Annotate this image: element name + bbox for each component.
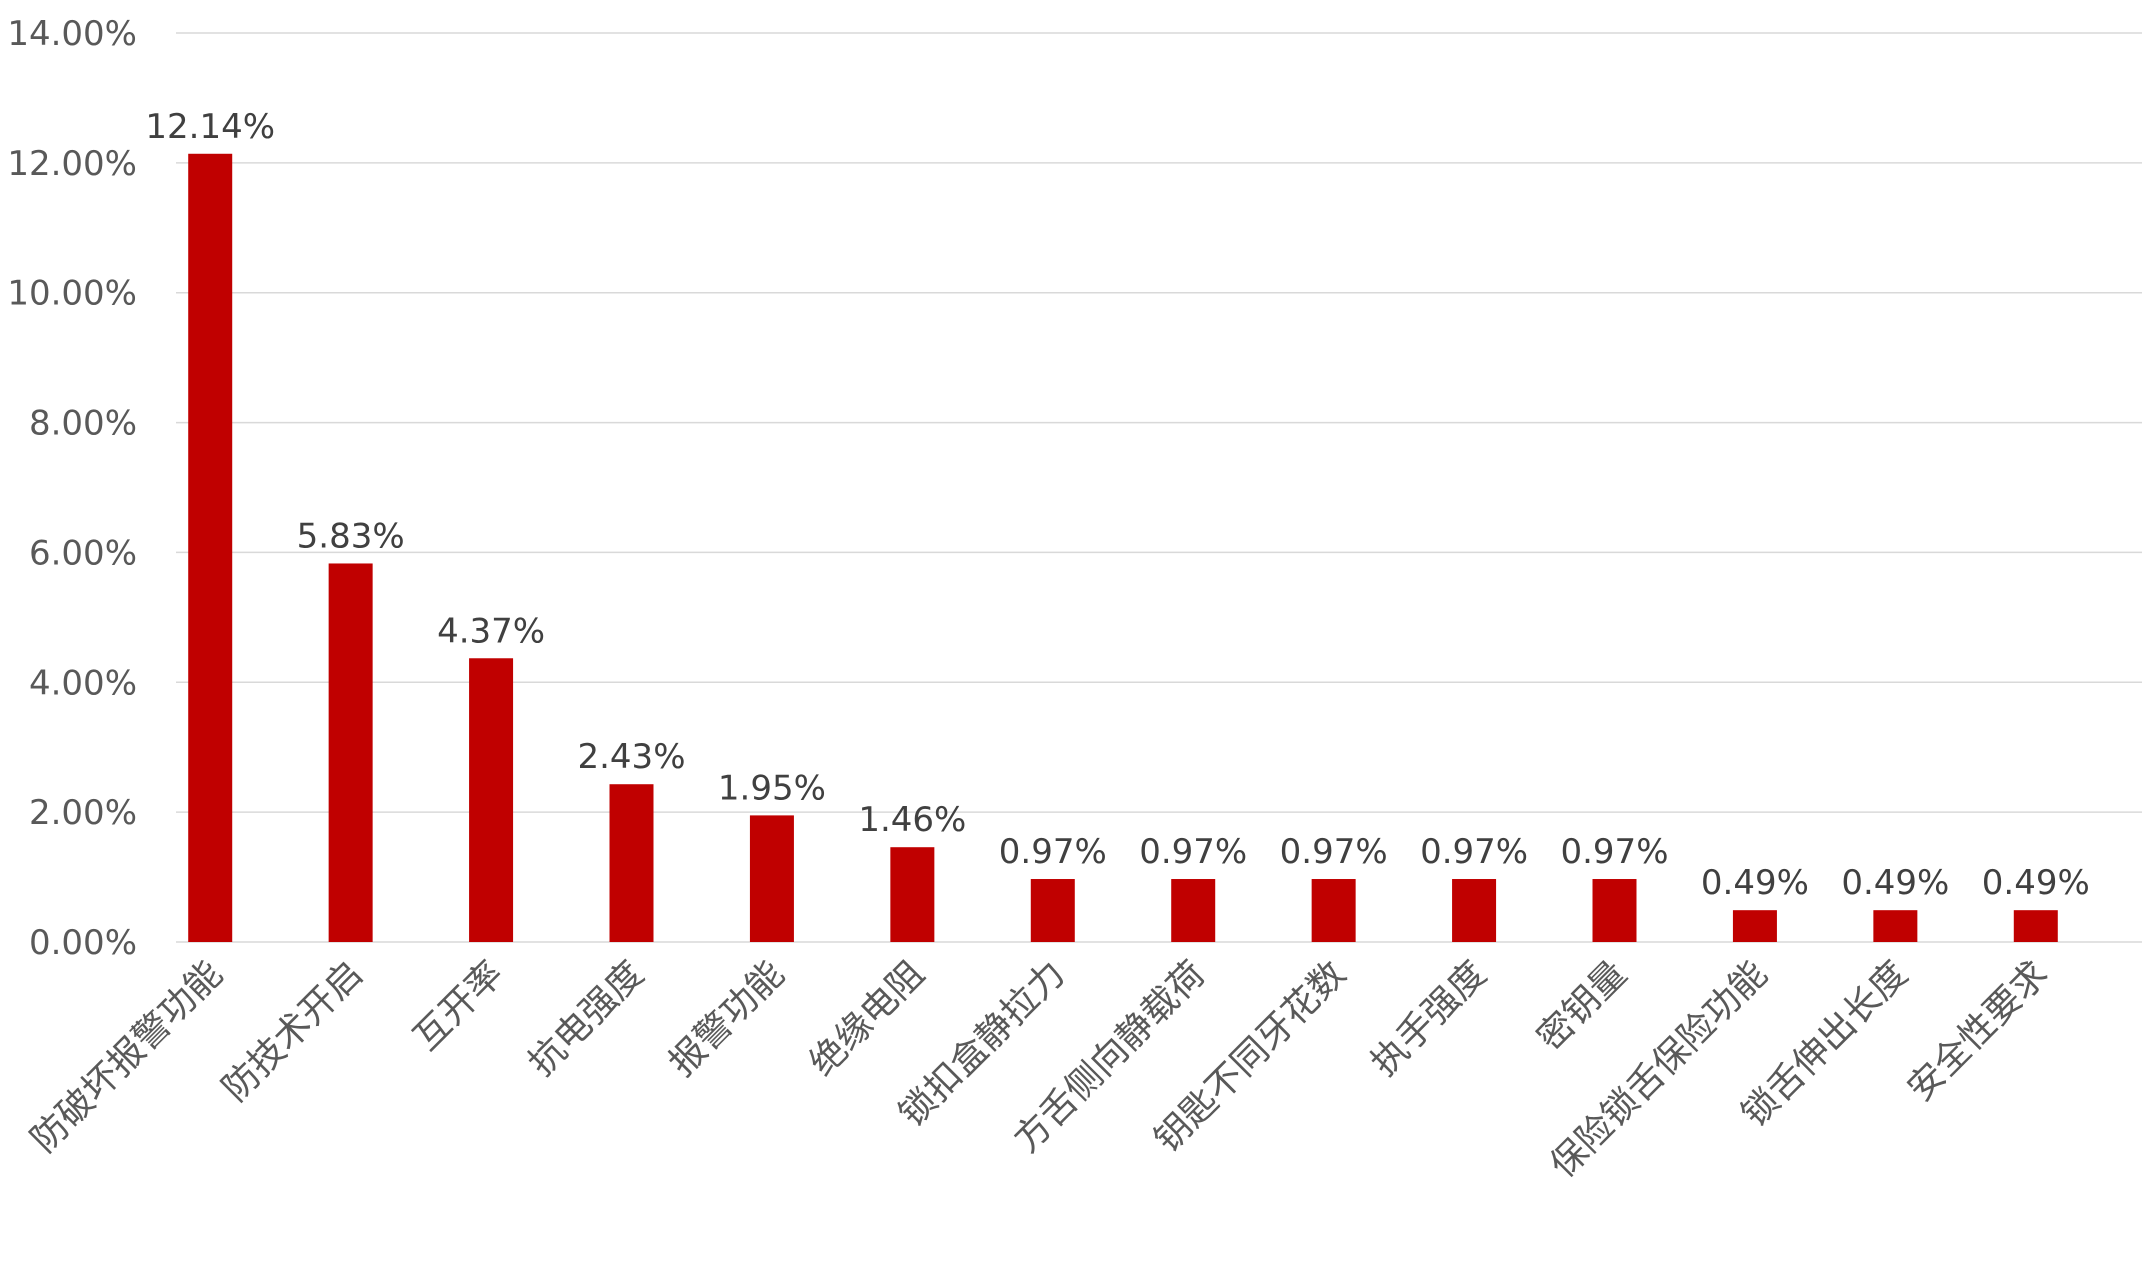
y-tick-label: 10.00% [7, 274, 137, 314]
data-label: 0.49% [1701, 863, 1809, 903]
data-label: 4.37% [437, 611, 545, 651]
x-category-label: 绝缘电阻 [802, 953, 933, 1084]
y-tick-label: 2.00% [29, 793, 137, 833]
bar [1592, 879, 1637, 942]
data-label: 0.97% [1280, 832, 1388, 872]
bar [890, 847, 935, 942]
bar [609, 784, 654, 942]
bars [188, 153, 2058, 942]
data-label: 0.49% [1982, 863, 2090, 903]
x-category-label: 执手强度 [1364, 953, 1495, 1084]
bar [188, 153, 233, 942]
bar [1171, 879, 1216, 942]
bar [1311, 879, 1356, 942]
data-label: 1.46% [858, 800, 966, 840]
data-label: 0.97% [1420, 832, 1528, 872]
data-label: 0.49% [1841, 863, 1949, 903]
bar [1030, 879, 1075, 942]
x-category-label: 抗电强度 [521, 953, 652, 1084]
y-tick-label: 12.00% [7, 144, 137, 184]
y-tick-label: 0.00% [29, 923, 137, 963]
bar [1873, 910, 1918, 942]
x-category-label: 互开率 [406, 953, 511, 1058]
y-tick-label: 8.00% [29, 404, 137, 444]
bar [749, 815, 794, 942]
y-tick-label: 14.00% [7, 14, 137, 54]
bar [2013, 910, 2058, 942]
y-tick-label: 6.00% [29, 533, 137, 573]
data-label: 2.43% [577, 737, 685, 777]
bar [328, 563, 373, 942]
y-tick-label: 4.00% [29, 663, 137, 703]
data-label: 0.97% [999, 832, 1107, 872]
data-labels: 12.14% 5.83% 4.37% 2.43% 1.95% 1.46% 0.97% 0.97… [145, 107, 2089, 903]
x-category-label: 防破坏报警功能 [23, 953, 230, 1160]
x-category-label: 安全性要求 [1900, 953, 2056, 1109]
data-label: 1.95% [718, 768, 826, 808]
data-label: 0.97% [1560, 832, 1668, 872]
data-label: 0.97% [1139, 832, 1247, 872]
y-axis: 0.00% 2.00% 4.00% 6.00% 8.00% 10.00% 12.00% 14.… [7, 14, 137, 963]
data-label: 5.83% [297, 516, 405, 556]
data-label: 12.14% [145, 107, 275, 147]
bar [1452, 879, 1497, 942]
bar [1732, 910, 1777, 942]
x-category-label: 密钥量 [1529, 953, 1634, 1058]
x-category-label: 报警功能 [661, 953, 792, 1084]
x-category-label: 防技术开启 [215, 953, 371, 1109]
bar [469, 658, 514, 942]
